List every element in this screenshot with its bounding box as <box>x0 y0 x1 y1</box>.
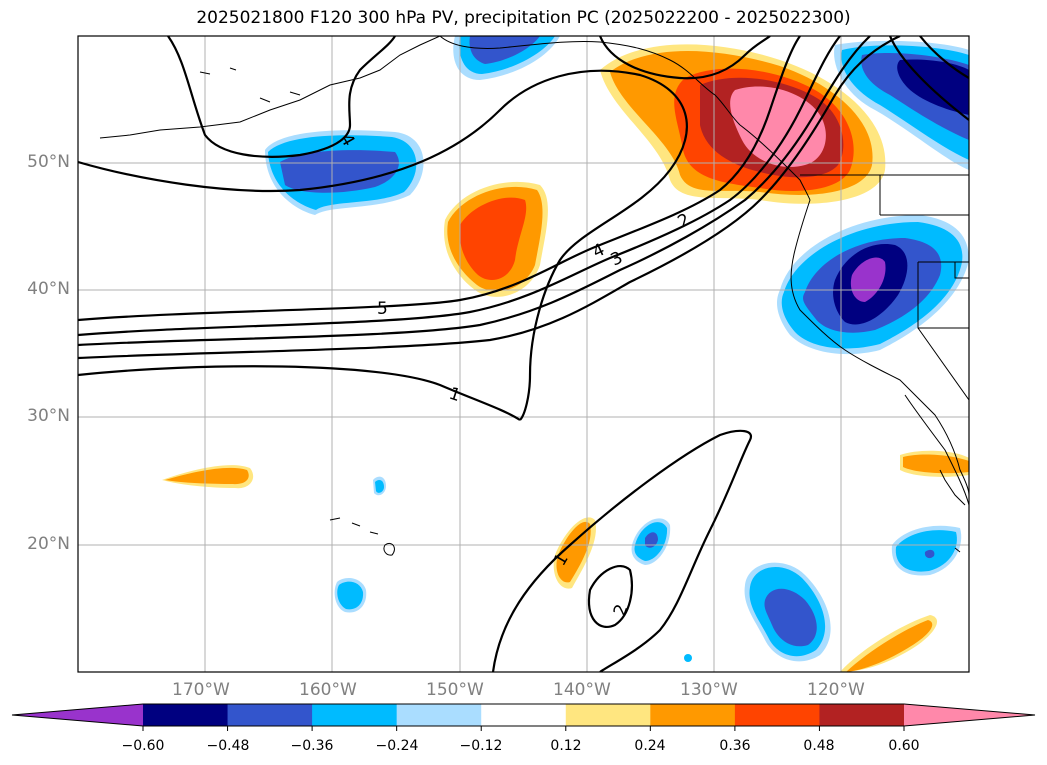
colorbar-label-036: 0.36 <box>719 738 751 754</box>
negative-anomaly-california <box>777 215 969 355</box>
colorbar-label-m024: −0.24 <box>375 738 419 754</box>
positive-anomaly-subtropics <box>553 517 596 589</box>
positive-anomaly-west <box>162 465 254 489</box>
colorbar-label-m012: −0.12 <box>459 738 503 754</box>
colorbar-label-012: 0.12 <box>550 738 582 754</box>
colorbar-label-m048: −0.48 <box>206 738 250 754</box>
lon-label-160w: 160°W <box>299 680 357 700</box>
lon-label-120w: 120°W <box>807 680 865 700</box>
colorbar-label-060: 0.60 <box>888 738 920 754</box>
lon-label-130w: 130°W <box>680 680 738 700</box>
coastlines <box>99 36 969 556</box>
pv-label-5: 5 <box>377 299 388 319</box>
lon-label-170w: 170°W <box>172 680 230 700</box>
colorbar-label-048: 0.48 <box>803 738 835 754</box>
positive-anomaly-itcz <box>840 615 938 672</box>
colorbar-swatch <box>481 704 567 726</box>
colorbar-label-m036: −0.36 <box>290 738 334 754</box>
colorbar <box>11 703 1036 731</box>
map-title: 2025021800 F120 300 hPa PV, precipitatio… <box>196 8 851 28</box>
negative-anomaly-south <box>744 562 831 662</box>
positive-anomaly-baja <box>900 450 969 477</box>
colorbar-label-m060: −0.60 <box>121 738 165 754</box>
colorbar-swatch <box>143 704 229 726</box>
negative-speck <box>684 654 692 662</box>
negative-anomaly-subtropics <box>631 518 671 565</box>
colorbar-extend-low <box>12 704 143 726</box>
pv-contours <box>78 36 969 672</box>
lat-label-30n: 30°N <box>27 406 70 426</box>
colorbar-swatch <box>227 704 313 726</box>
colorbar-swatch <box>734 704 820 726</box>
lat-label-50n: 50°N <box>27 152 70 172</box>
negative-anomaly-north <box>453 36 560 80</box>
colorbar-swatch <box>396 704 482 726</box>
lon-label-150w: 150°W <box>426 680 484 700</box>
colorbar-swatch <box>565 704 651 726</box>
negative-anomaly-mexico <box>891 525 962 576</box>
colorbar-swatch <box>312 704 398 726</box>
lat-label-40n: 40°N <box>27 279 70 299</box>
colorbar-swatch <box>819 704 905 726</box>
colorbar-swatch <box>650 704 736 726</box>
negative-anomaly-gulf <box>265 130 424 215</box>
colorbar-extend-high <box>904 704 1035 726</box>
colorbar-label-024: 0.24 <box>634 738 666 754</box>
lat-label-20n: 20°N <box>27 534 70 554</box>
lon-label-140w: 140°W <box>553 680 611 700</box>
plot-frame <box>77 35 970 673</box>
negative-anomaly-hawaii <box>334 476 386 613</box>
positive-anomaly-central <box>444 181 548 297</box>
